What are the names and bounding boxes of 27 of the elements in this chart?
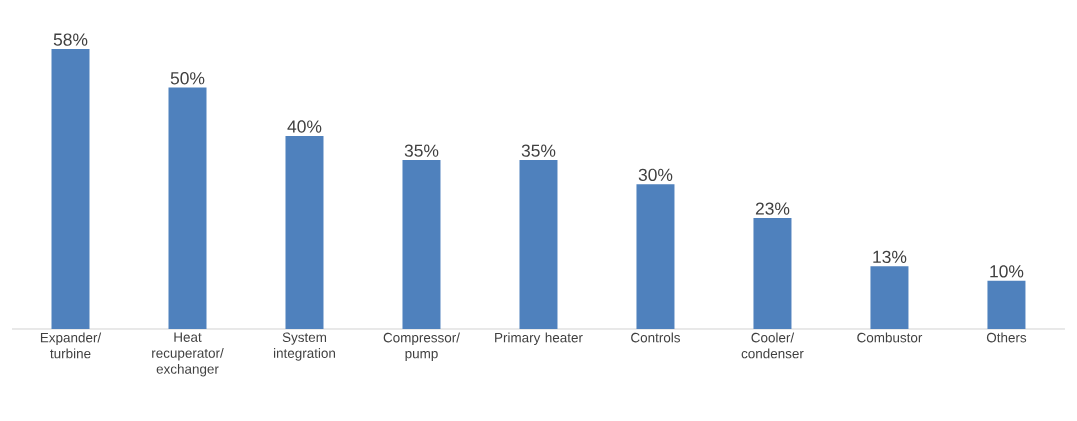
x-tick-label: Expander/ turbine	[40, 332, 102, 359]
data-label: 40%	[287, 120, 322, 133]
bar	[285, 135, 324, 329]
bar	[753, 217, 792, 329]
x-tick-label: System integration	[273, 332, 336, 361]
data-label: 35%	[521, 144, 556, 157]
x-tick-label: Combustor	[857, 332, 923, 343]
bar	[519, 160, 558, 329]
bar	[636, 184, 675, 329]
x-tick-label: Cooler/ condenser	[741, 332, 804, 359]
data-label: 13%	[873, 250, 907, 264]
bar	[168, 87, 207, 329]
x-tick-label: Compressor/ pump	[383, 332, 460, 361]
bar	[402, 160, 441, 329]
x-tick-label: Others	[986, 332, 1027, 343]
data-label: 35%	[404, 144, 439, 157]
data-label: 10%	[990, 265, 1024, 278]
x-tick-label: Controls	[631, 332, 681, 343]
bar	[987, 280, 1026, 329]
data-label: 23%	[755, 202, 790, 215]
bar	[870, 266, 909, 329]
data-label: 58%	[53, 33, 88, 46]
bar	[51, 48, 90, 329]
x-tick-label: Heat recuperator/ exchanger	[152, 332, 224, 377]
data-label: 30%	[638, 168, 673, 181]
data-label: 50%	[170, 72, 205, 85]
x-tick-label: Primary heater	[495, 332, 583, 346]
